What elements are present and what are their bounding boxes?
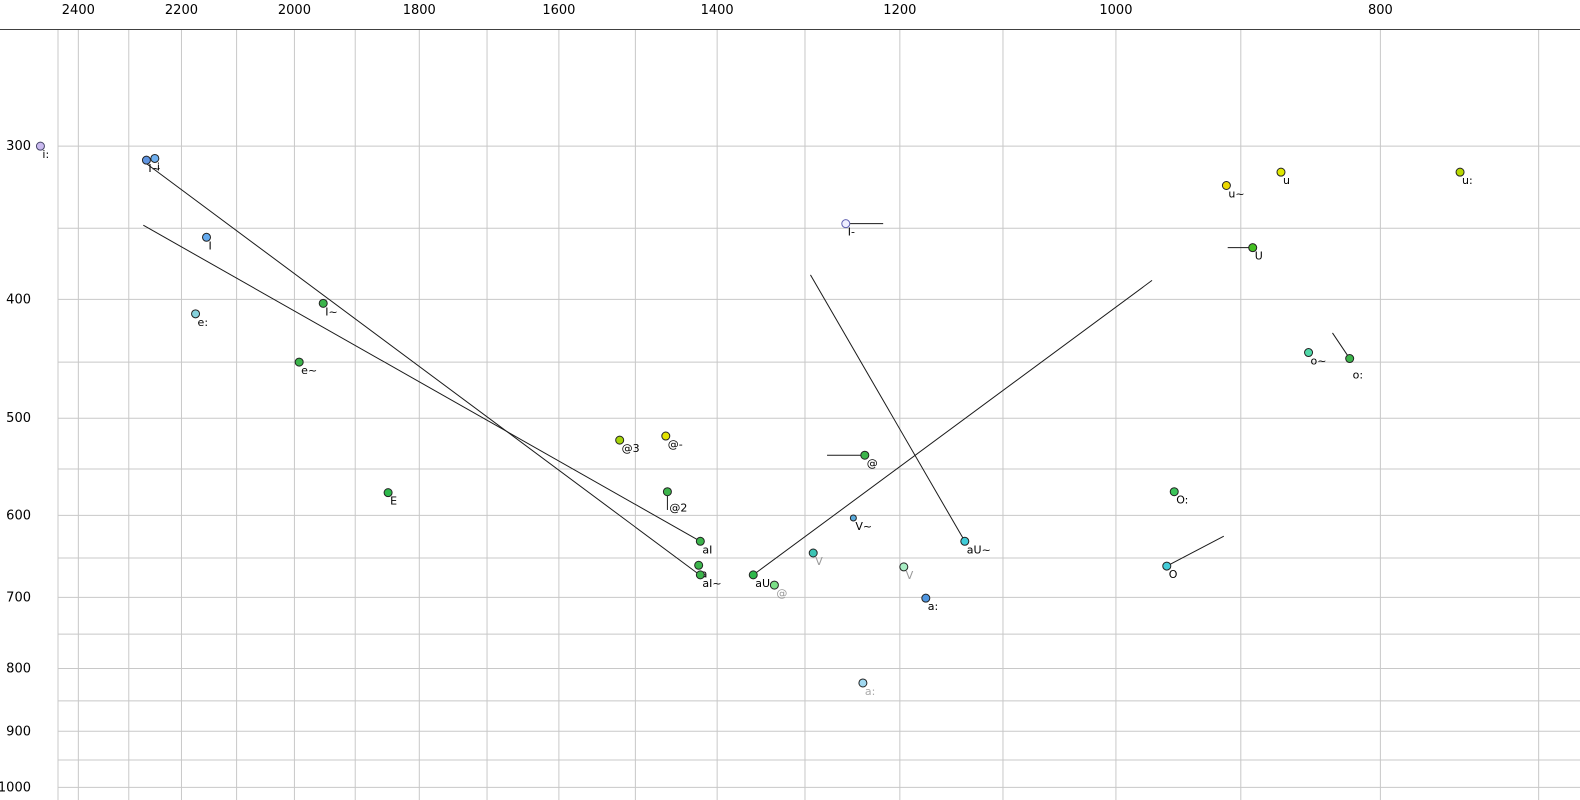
vowel-point-label-a:: a: — [865, 685, 875, 698]
vowel-point-@[interactable] — [769, 580, 779, 590]
vowel-point-label-i: i — [157, 160, 160, 173]
vowel-point-label-@2: @2 — [669, 502, 687, 515]
y-tick-label-400: 400 — [6, 292, 31, 307]
trajectory-line-7 — [1332, 332, 1351, 359]
vowel-point-@[interactable] — [860, 450, 870, 460]
vowel-point-label-E: E — [390, 495, 397, 508]
vowel-point-label-V: V — [906, 569, 914, 582]
vowel-point-label-U: U — [1255, 250, 1263, 263]
vowel-point-V[interactable] — [808, 548, 818, 558]
x-tick-label-2000: 2000 — [278, 3, 311, 18]
trajectory-line-1 — [143, 224, 701, 542]
vowel-point-V[interactable] — [899, 562, 909, 572]
vowel-point-i:[interactable] — [35, 141, 45, 151]
vowel-point-@2[interactable] — [662, 487, 672, 497]
vowel-point-label-aU~: aU~ — [967, 543, 991, 556]
vowel-point-V~[interactable] — [849, 514, 857, 522]
vowel-point-I~[interactable] — [318, 298, 328, 308]
y-tick-label-300: 300 — [6, 139, 31, 154]
vowel-point-o~[interactable] — [1304, 348, 1314, 358]
y-tick-label-1000: 1000 — [0, 780, 31, 795]
vowel-point-O[interactable] — [1162, 561, 1172, 571]
vowel-point-e~[interactable] — [294, 357, 304, 367]
vowel-point-label-u~: u~ — [1228, 188, 1244, 201]
vowel-point-label-V~: V~ — [855, 520, 872, 533]
vowel-point-label-i:: i: — [42, 148, 49, 161]
vowel-point-U[interactable] — [1248, 243, 1258, 253]
vowel-point-label-o:: o: — [1353, 369, 1363, 382]
vowel-point-label-aI~: aI~ — [702, 577, 721, 590]
vowel-point-aU[interactable] — [748, 570, 758, 580]
vowel-point-u~[interactable] — [1221, 181, 1231, 191]
vowel-point-O:[interactable] — [1169, 487, 1179, 497]
x-tick-label-1800: 1800 — [403, 3, 436, 18]
vowel-point-label-@-: @- — [668, 438, 683, 451]
vowel-point-label-O: O — [1169, 568, 1178, 581]
vowel-point-label-e~: e~ — [301, 364, 317, 377]
vowel-point-e:[interactable] — [191, 309, 201, 319]
x-tick-label-2200: 2200 — [165, 3, 198, 18]
vowel-point-label-V: V — [815, 555, 823, 568]
vowel-point-u[interactable] — [1276, 167, 1286, 177]
vowel-point-label-I: I — [209, 239, 212, 252]
vowel-point-label-I~: I~ — [325, 305, 337, 318]
vowel-point-label-I~: I~ — [148, 162, 160, 175]
vowel-point-label-u:: u: — [1462, 174, 1473, 187]
vowel-point-I[interactable] — [202, 232, 212, 242]
y-tick-label-600: 600 — [6, 508, 31, 523]
vowel-point-label-aI: aI — [702, 543, 712, 556]
vowel-point-u:[interactable] — [1455, 167, 1465, 177]
vowel-point-a:[interactable] — [858, 678, 868, 688]
trajectory-line-8 — [1166, 535, 1225, 567]
vowel-point-a[interactable] — [694, 560, 704, 570]
vowel-point-aI[interactable] — [695, 536, 705, 546]
vowel-point-label-@3: @3 — [622, 442, 640, 455]
y-tick-label-800: 800 — [6, 662, 31, 677]
x-tick-label-1400: 1400 — [701, 3, 734, 18]
y-tick-label-500: 500 — [6, 411, 31, 426]
vowel-point-E[interactable] — [383, 488, 393, 498]
x-tick-label-1000: 1000 — [1099, 3, 1132, 18]
vowel-point-I~[interactable] — [141, 155, 151, 165]
vowel-point-aU~[interactable] — [960, 536, 970, 546]
x-tick-label-1600: 1600 — [542, 3, 575, 18]
trajectory-line-0 — [146, 163, 704, 578]
vowel-point-label-a:: a: — [928, 600, 938, 613]
vowel-point-label-aU: aU — [755, 577, 770, 590]
vowel-point-label-u: u — [1283, 174, 1290, 187]
x-tick-label-1200: 1200 — [883, 3, 916, 18]
x-tick-label-2400: 2400 — [62, 3, 95, 18]
vowel-point-aI~[interactable] — [695, 570, 705, 580]
vowel-point-label-@: @ — [776, 587, 787, 600]
trajectory-line-2 — [810, 274, 966, 542]
vowel-point-label-I-: I- — [848, 226, 855, 239]
vowel-point-@-[interactable] — [661, 431, 671, 441]
vowel-point-a:[interactable] — [921, 593, 931, 603]
vowel-point-label-e:: e: — [198, 316, 208, 329]
vowel-point-I-[interactable] — [841, 219, 851, 229]
vowel-point-@3[interactable] — [615, 435, 625, 445]
vowel-point-label-@: @ — [867, 457, 878, 470]
vowel-point-o:[interactable] — [1345, 354, 1355, 364]
vowel-point-label-o~: o~ — [1311, 355, 1327, 368]
trajectory-line-3 — [752, 279, 1153, 576]
y-tick-label-900: 900 — [6, 724, 31, 739]
vowel-point-label-O:: O: — [1176, 494, 1188, 507]
vowel-point-i[interactable] — [150, 153, 160, 163]
x-tick-label-800: 800 — [1368, 3, 1393, 18]
y-tick-label-700: 700 — [6, 590, 31, 605]
